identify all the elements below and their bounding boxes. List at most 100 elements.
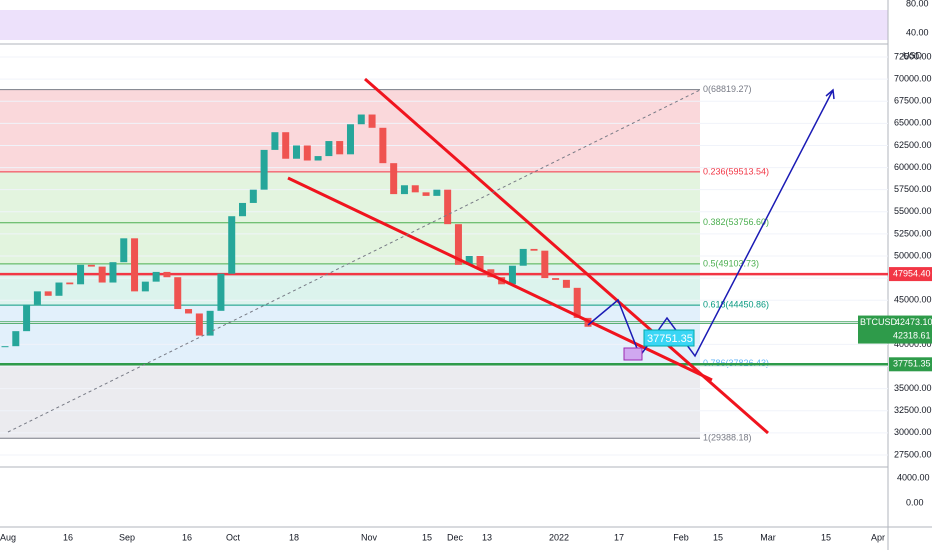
y-tick-label: 40000.00 [894, 339, 932, 349]
price-tag-label: 37751.35 [893, 359, 931, 369]
candle [260, 149, 268, 190]
candle [249, 189, 257, 203]
candle [444, 189, 452, 225]
fib-label: 0.382(53756.60) [703, 217, 769, 227]
candle [185, 309, 193, 314]
y-tick-label: 57500.00 [894, 184, 932, 194]
y-tick-label: 52500.00 [894, 228, 932, 238]
x-tick-label: Aug [0, 532, 16, 542]
price-tag-label: 42473.10 [895, 317, 932, 327]
x-tick-label: 13 [482, 532, 492, 542]
y-tick-label: 70000.00 [894, 74, 932, 84]
candle [325, 141, 333, 157]
y-tick-label: 72500.00 [894, 51, 932, 61]
candle [44, 291, 52, 296]
y-tick-label: 60000.00 [894, 162, 932, 172]
candle [23, 304, 31, 332]
price-tag-box [889, 357, 932, 372]
candle [66, 282, 74, 285]
y-tick-label: 55000.00 [894, 206, 932, 216]
candle [77, 264, 85, 285]
fib-label: 0.5(49103.73) [703, 258, 759, 268]
y-tick-label: 67500.00 [894, 96, 932, 106]
price-axis: 27500.0030000.0032500.0035000.0037500.00… [858, 51, 932, 459]
candle [390, 163, 398, 195]
rsi-tick-label: 80.00 [906, 0, 929, 8]
candle [379, 127, 387, 164]
x-tick-label: 17 [614, 532, 624, 542]
y-tick-label: 27500.00 [894, 449, 932, 459]
fib-label: 0.236(59513.54) [703, 166, 769, 176]
candle [239, 202, 247, 217]
candle [508, 265, 516, 285]
candle [314, 156, 322, 161]
candle [33, 291, 41, 305]
x-tick-label: Oct [226, 532, 241, 542]
candle [1, 346, 9, 348]
candle [163, 271, 171, 278]
fib-label: 0(68819.27) [703, 84, 752, 94]
fib-label: 0.786(37826.43) [703, 358, 769, 368]
candle [282, 132, 290, 159]
candle [109, 262, 117, 283]
price-tag-box [889, 267, 932, 282]
x-tick-label: 18 [289, 532, 299, 542]
candle [357, 114, 365, 125]
x-tick-label: 15 [713, 532, 723, 542]
x-tick-label: Apr [871, 532, 885, 542]
candle [422, 192, 430, 196]
y-tick-label: 65000.00 [894, 118, 932, 128]
symbol-tag: BTCUSD [860, 317, 898, 327]
candle [476, 256, 484, 270]
candle [552, 278, 560, 280]
currency-label: USD [903, 50, 923, 60]
candle [530, 248, 538, 251]
y-tick-label: 45000.00 [894, 295, 932, 305]
x-tick-label: Feb [673, 532, 689, 542]
candle [217, 273, 225, 311]
fib-zone [0, 222, 700, 264]
target-box [623, 347, 643, 361]
candle [400, 185, 408, 195]
time-axis: Aug 16 Sep 16 Oct 18 Nov 15 Dec 13 2022 17 Feb 15 Mar 1… [0, 532, 885, 542]
fib-zone [0, 305, 700, 364]
candle [271, 132, 279, 150]
candle [562, 279, 570, 288]
x-tick-label: Dec [447, 532, 464, 542]
macd-tick-label: 4000.00 [897, 472, 930, 482]
candle [368, 114, 376, 128]
target-label: 37751.35 [647, 333, 693, 345]
candles [1, 114, 592, 348]
candle [98, 266, 106, 283]
candle [303, 145, 311, 161]
candle [87, 264, 95, 267]
candle [454, 224, 462, 265]
price-tag-label: 47954.40 [893, 268, 931, 278]
candle [228, 216, 236, 274]
candle [346, 124, 354, 155]
candle [336, 141, 344, 155]
candle [465, 256, 473, 265]
candle [120, 238, 128, 263]
candle [411, 185, 419, 193]
price-tag-label: 42318.61 [893, 330, 931, 340]
y-tick-label: 62500.00 [894, 140, 932, 150]
candle [293, 145, 300, 159]
candle [206, 310, 214, 336]
y-tick-label: 32500.00 [894, 405, 932, 415]
x-tick-label: 16 [182, 532, 192, 542]
x-tick-label: 2022 [549, 532, 569, 542]
candle [12, 331, 20, 347]
x-tick-label: Sep [119, 532, 135, 542]
fib-label: 1(29388.18) [703, 433, 752, 443]
y-tick-label: 35000.00 [894, 383, 932, 393]
x-tick-label: 15 [821, 532, 831, 542]
candle [519, 248, 527, 266]
candle [195, 313, 203, 336]
candle [131, 238, 139, 292]
target-label-box [643, 329, 695, 347]
candle [141, 281, 149, 292]
fib-zone [0, 171, 700, 223]
price-tag-box [889, 328, 932, 343]
